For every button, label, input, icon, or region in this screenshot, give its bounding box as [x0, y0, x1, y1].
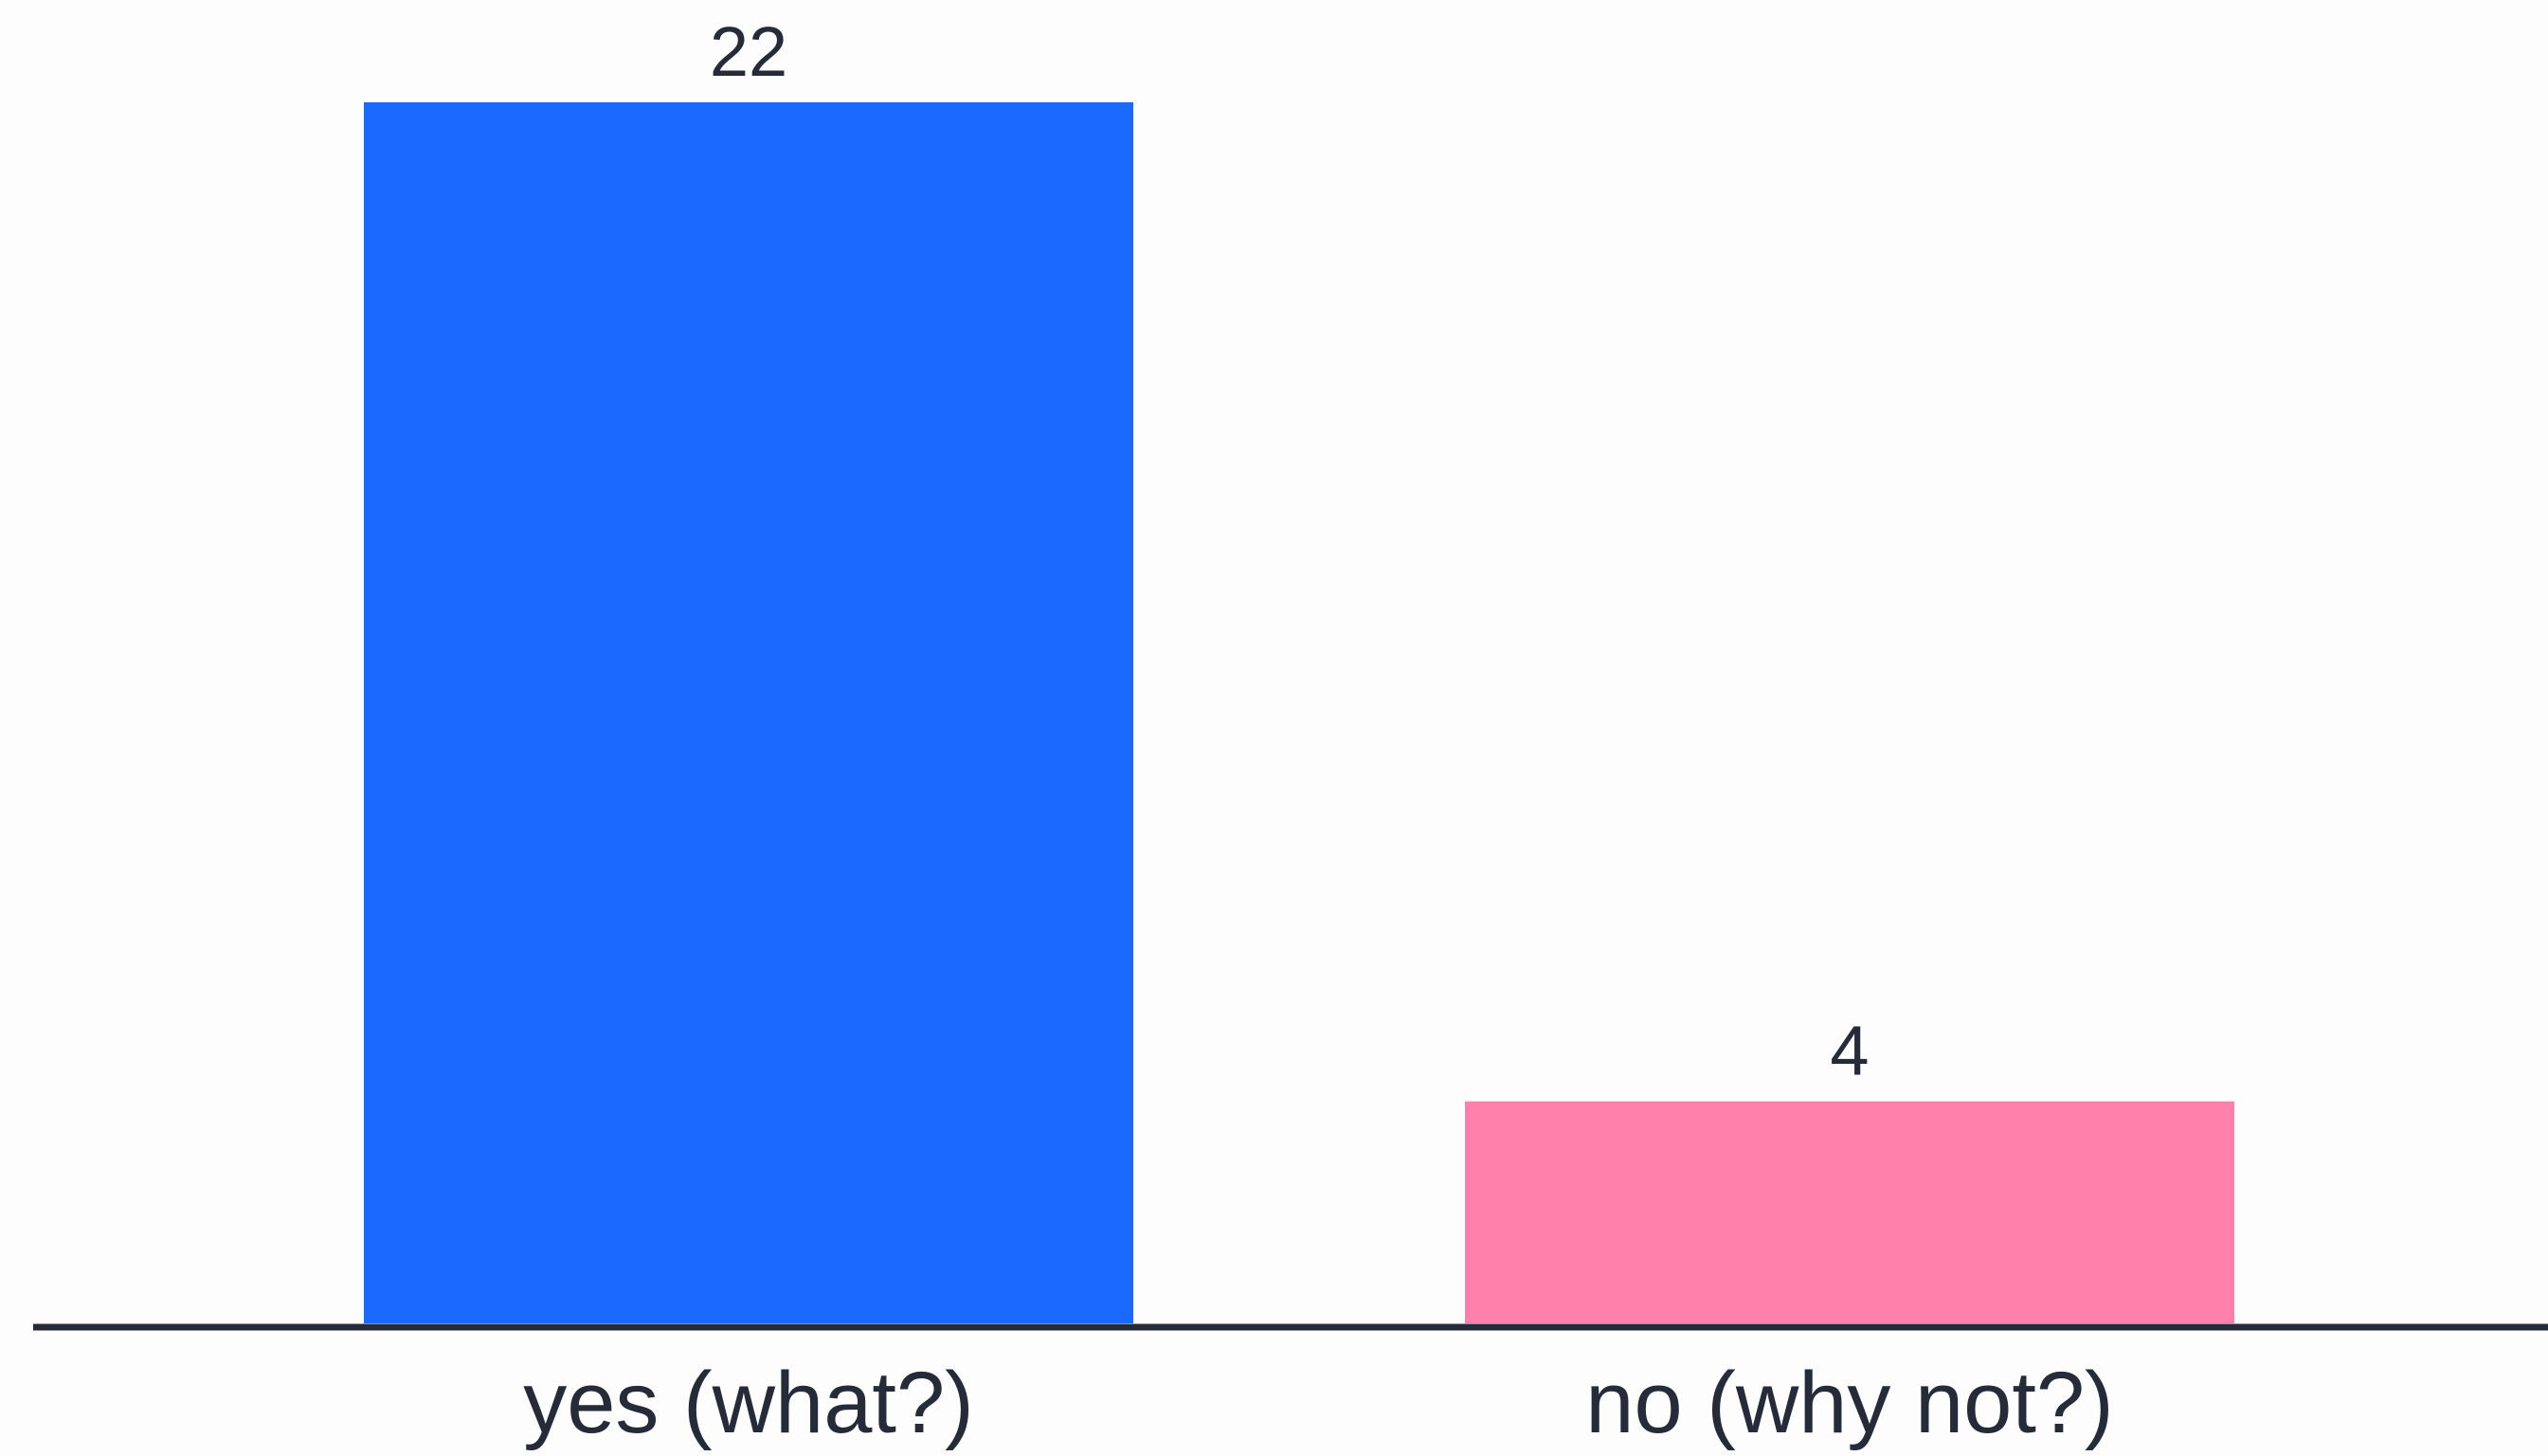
category-label-0: yes (what?) [523, 1355, 974, 1451]
bar-0 [364, 102, 1133, 1323]
data-label-1: 4 [1830, 1012, 1869, 1090]
bar-1 [1465, 1101, 2234, 1323]
data-label-0: 22 [710, 12, 787, 91]
bars-layer [364, 102, 2234, 1323]
category-label-1: no (why not?) [1585, 1355, 2113, 1451]
labels-layer: 22 yes (what?) 4 no (why not?) [523, 12, 2113, 1451]
